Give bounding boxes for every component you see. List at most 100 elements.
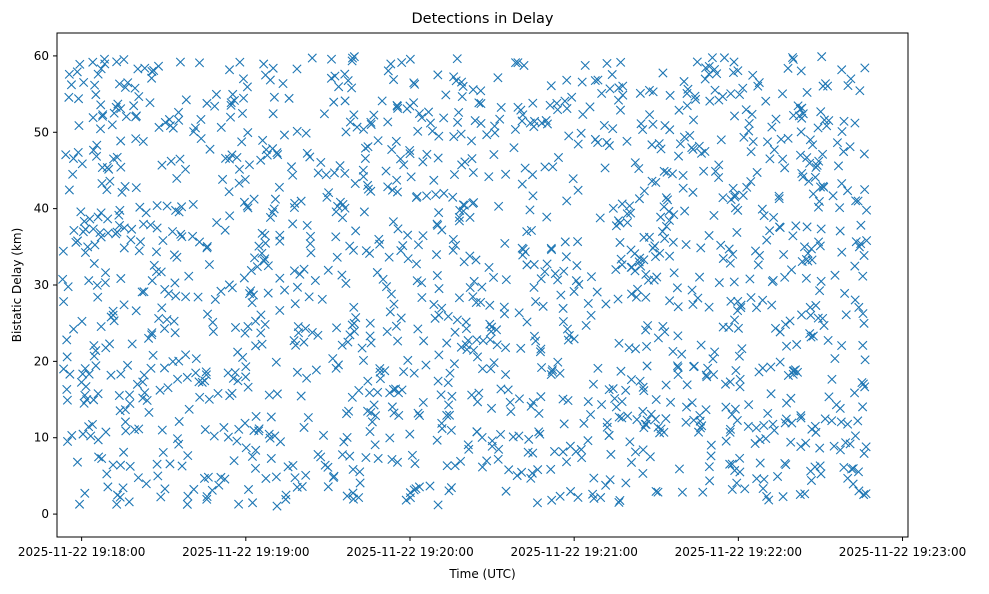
data-point [268,109,278,119]
data-point [677,487,688,497]
data-point [134,246,144,256]
data-point [119,223,129,233]
data-point [123,78,133,88]
data-point [422,191,432,201]
data-point [529,282,539,293]
data-point [818,181,828,191]
data-point [296,196,306,206]
data-point [127,224,137,234]
data-point [156,492,166,502]
data-point [550,269,560,279]
data-point [72,457,83,467]
data-point [696,340,706,350]
data-point [644,85,655,95]
data-point [808,331,818,341]
data-point [393,224,403,234]
data-point [74,499,85,509]
data-point [249,253,260,263]
data-point [299,337,309,347]
data-point [331,232,341,242]
data-point [700,74,710,84]
data-point [748,136,758,147]
data-point [704,462,714,472]
data-point [687,398,697,408]
data-point [501,369,511,380]
data-point [750,246,761,256]
data-point [602,58,612,69]
data-point [655,248,665,258]
data-point [804,176,814,186]
data-point [385,388,395,398]
data-point [653,422,663,432]
data-point [664,251,675,261]
data-point [561,457,572,467]
data-point [592,287,602,297]
data-point [120,417,131,427]
data-point [733,323,744,333]
data-point [775,222,785,233]
data-point [393,336,403,346]
data-point [837,126,847,137]
data-point [433,70,443,80]
data-point [202,491,212,502]
data-point [439,188,449,198]
data-point [360,153,370,164]
data-point [265,212,276,223]
data-point [701,63,711,73]
data-point [413,126,423,136]
data-point [495,429,506,440]
data-point [345,451,355,461]
data-point [531,336,541,346]
data-point [117,187,127,197]
data-point [808,140,818,150]
data-point [75,59,85,69]
data-point [131,112,141,122]
data-point [593,363,603,373]
data-point [806,310,816,320]
data-point [642,361,652,371]
data-point [348,464,358,475]
data-point [448,234,458,245]
data-point [333,201,343,211]
data-point [240,418,250,428]
data-point [107,120,117,130]
data-point [635,88,645,98]
data-point [766,389,776,399]
data-point [842,186,853,196]
data-point [482,456,492,466]
data-point [476,118,486,129]
data-point [501,486,511,496]
data-point [630,344,641,354]
data-point [396,313,406,323]
data-point [115,460,126,470]
x-tick-label: 2025-11-22 19:21:00 [510,545,637,559]
data-point [721,402,731,412]
data-point [817,52,827,62]
data-point [108,306,118,316]
data-point [627,262,637,272]
data-point [735,467,745,477]
data-point [102,185,112,195]
data-point [254,424,264,434]
data-point [254,426,264,436]
data-point [586,272,597,282]
y-tick-label: 0 [41,507,49,521]
data-point [691,94,701,104]
data-point [783,63,793,73]
data-point [477,462,488,472]
data-point [227,150,237,160]
data-point [131,134,141,144]
data-point [90,240,100,250]
data-point [589,473,599,483]
data-point [613,216,624,226]
data-point [716,240,726,250]
data-point [172,374,183,384]
data-point [292,126,302,136]
data-point [527,170,538,180]
data-point [154,122,164,132]
data-point [847,464,857,474]
data-point [604,385,614,395]
data-point [94,452,104,462]
data-point [232,152,242,163]
data-point [599,120,609,131]
